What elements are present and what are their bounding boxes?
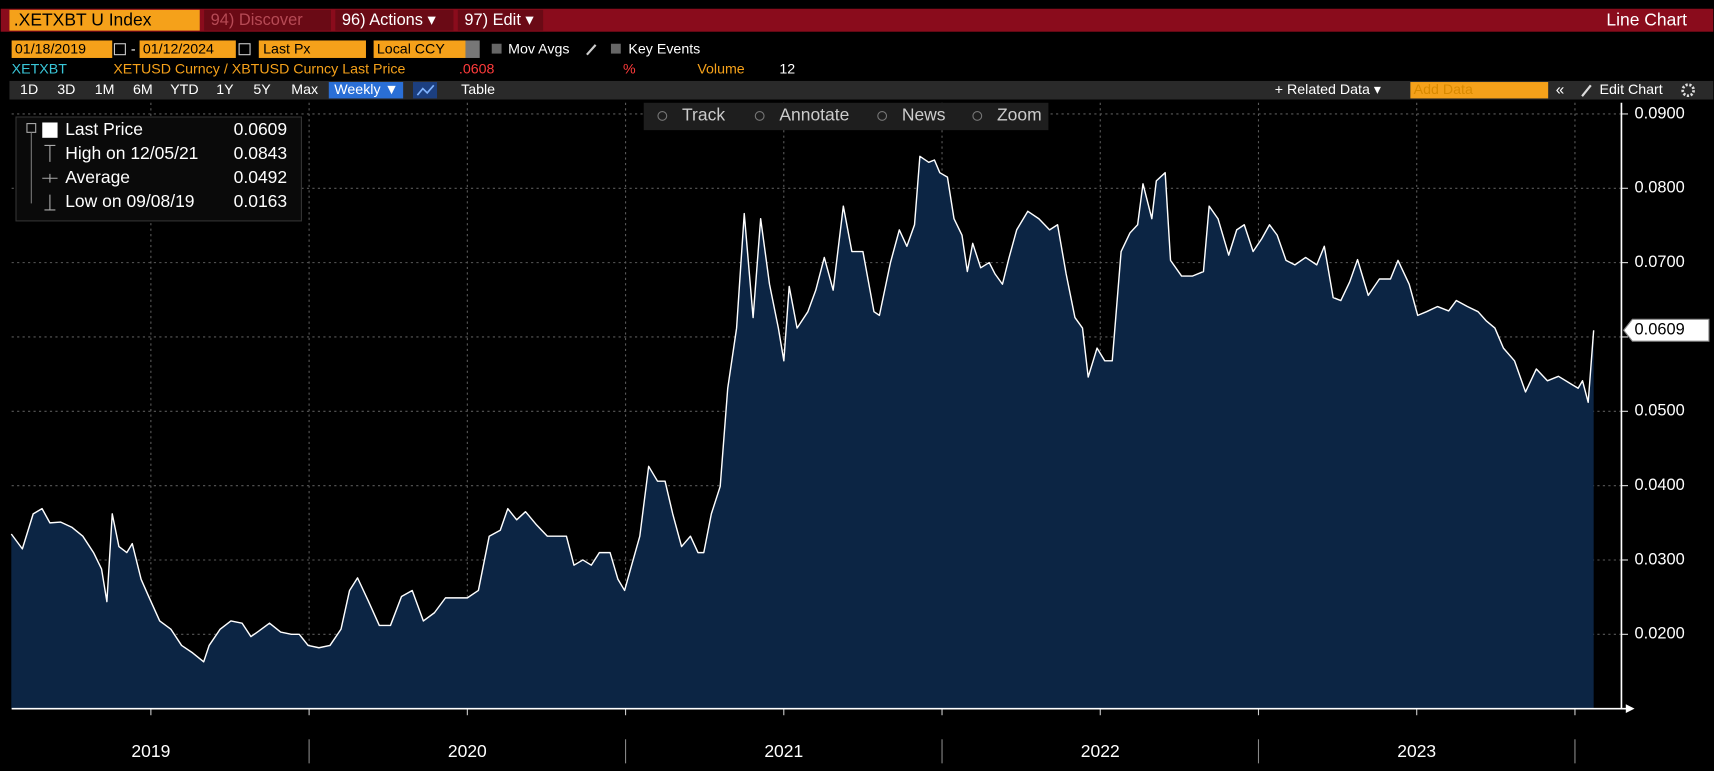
last-value: .0608 xyxy=(459,62,495,78)
legend-label: High on 12/05/21 xyxy=(65,143,198,163)
period-button[interactable]: YTD xyxy=(170,82,198,98)
menu-item[interactable]: 94) Discover xyxy=(211,11,304,29)
view-name: Line Chart xyxy=(1606,9,1687,29)
volume-label: Volume xyxy=(697,62,744,78)
tool-bar xyxy=(643,102,1049,131)
area xyxy=(11,156,1594,709)
key-events[interactable]: Key Events xyxy=(628,42,700,58)
tool-button[interactable]: News xyxy=(902,105,946,125)
menu-item[interactable]: 96) Actions ▾ xyxy=(342,11,436,29)
chart-icon xyxy=(416,84,435,96)
period-button[interactable]: 1M xyxy=(95,82,115,98)
period-group: 1D 3D 1M 6M YTD 1Y 5Y Max xyxy=(20,82,318,98)
add-data[interactable]: Add Data xyxy=(1414,82,1473,98)
checkbox[interactable] xyxy=(610,43,621,54)
collapse-icon[interactable] xyxy=(26,123,37,133)
tool-icon[interactable] xyxy=(754,111,765,121)
y-tick-label: 0.0300 xyxy=(1635,550,1685,568)
collapse-button[interactable]: « xyxy=(1556,81,1565,98)
legend-box xyxy=(15,116,302,222)
period-button[interactable]: 3D xyxy=(57,82,75,98)
period-button[interactable]: 5Y xyxy=(253,82,271,98)
y-tick-label: 0.0400 xyxy=(1635,476,1685,494)
menu-button[interactable] xyxy=(204,9,331,31)
tool-icon[interactable] xyxy=(972,111,983,121)
currency[interactable]: Local CCY xyxy=(377,42,445,58)
legend-label: Last Price xyxy=(65,119,143,139)
plot: 0.02000.03000.04000.05000.06000.07000.08… xyxy=(10,102,1710,764)
add-data-input[interactable] xyxy=(1410,82,1549,99)
line xyxy=(10,155,1595,663)
x-tick-label: 2021 xyxy=(764,741,803,761)
date-input[interactable] xyxy=(139,40,236,58)
pen-icon[interactable] xyxy=(586,44,597,56)
date-input[interactable] xyxy=(11,40,113,58)
field-input[interactable] xyxy=(258,40,366,58)
period-button[interactable]: 1Y xyxy=(216,82,234,98)
menu-button[interactable] xyxy=(335,9,454,31)
legend-swatch xyxy=(42,122,58,138)
start-date[interactable]: 01/18/2019 xyxy=(15,42,86,58)
tool-button[interactable]: Track xyxy=(682,105,725,125)
x-axis-arrow xyxy=(1625,704,1635,714)
x-tick-label: 2022 xyxy=(1081,741,1120,761)
menu-item[interactable]: 97) Edit ▾ xyxy=(464,11,533,29)
security: XETXBT xyxy=(12,62,68,78)
x-tick-label: 2023 xyxy=(1397,741,1436,761)
menu-button[interactable] xyxy=(457,9,544,31)
legend-label: Average xyxy=(65,167,130,187)
tool-icon[interactable] xyxy=(657,111,668,121)
tool-icon[interactable] xyxy=(877,111,888,121)
calendar-icon[interactable] xyxy=(238,43,251,56)
tool-button[interactable]: Annotate xyxy=(779,105,849,125)
x-tick-label: 2020 xyxy=(448,741,487,761)
y-tick-label: 0.0700 xyxy=(1635,253,1685,271)
dropdown-button[interactable] xyxy=(465,40,480,58)
calendar-icon[interactable] xyxy=(113,43,126,56)
last-value-tag xyxy=(1622,318,1710,342)
period-button[interactable]: Max xyxy=(291,82,318,98)
period-button[interactable]: 1D xyxy=(20,82,38,98)
legend-value: 0.0843 xyxy=(234,143,287,163)
period-button[interactable]: 6M xyxy=(133,82,153,98)
date-separator: - xyxy=(131,42,136,58)
frequency-button[interactable] xyxy=(328,82,404,99)
mov-avgs[interactable]: Mov Avgs xyxy=(508,42,569,58)
low-icon xyxy=(44,194,56,211)
legend-value: 0.0163 xyxy=(234,191,287,211)
high-icon xyxy=(44,144,56,162)
table-button[interactable]: Table xyxy=(461,82,495,98)
y-tick-label: 0.0500 xyxy=(1635,402,1685,420)
related-data[interactable]: + Related Data ▾ xyxy=(1275,82,1381,98)
checkbox[interactable] xyxy=(491,43,502,54)
pen-icon[interactable] xyxy=(1581,84,1592,97)
y-tick-label: 0.0200 xyxy=(1635,625,1685,643)
average-icon xyxy=(42,173,58,183)
percent: % xyxy=(623,62,636,78)
legend-value: 0.0492 xyxy=(234,167,287,187)
price-field[interactable]: Last Px xyxy=(263,42,310,58)
end-date[interactable]: 01/12/2024 xyxy=(143,42,214,58)
last-value-label: 0.0609 xyxy=(1635,321,1685,339)
y-tick-label: 0.0800 xyxy=(1635,179,1685,197)
legend-label: Low on 09/08/19 xyxy=(65,191,194,211)
frequency[interactable]: Weekly ▼ xyxy=(334,82,398,98)
tool-group: Track Annotate News Zoom xyxy=(657,105,1042,125)
description: XETUSD Curncy / XBTUSD Curncy Last Price xyxy=(113,62,405,78)
edit-chart[interactable]: Edit Chart xyxy=(1600,82,1663,98)
legend-stats: 0.0609 High on 12/05/21 0.0843 Average 0.049… xyxy=(65,119,287,211)
x-tick-label: 2019 xyxy=(131,741,170,761)
volume: 12 xyxy=(779,62,795,78)
settings-icon[interactable] xyxy=(1681,83,1695,98)
ticker: .XETXBT U Index xyxy=(14,9,152,29)
currency-input[interactable] xyxy=(373,40,466,58)
legend-value: 0.0609 xyxy=(234,119,287,139)
y-tick-label: 0.0900 xyxy=(1635,104,1685,122)
tool-button[interactable]: Zoom xyxy=(997,105,1042,125)
ticker-box[interactable] xyxy=(9,9,200,31)
